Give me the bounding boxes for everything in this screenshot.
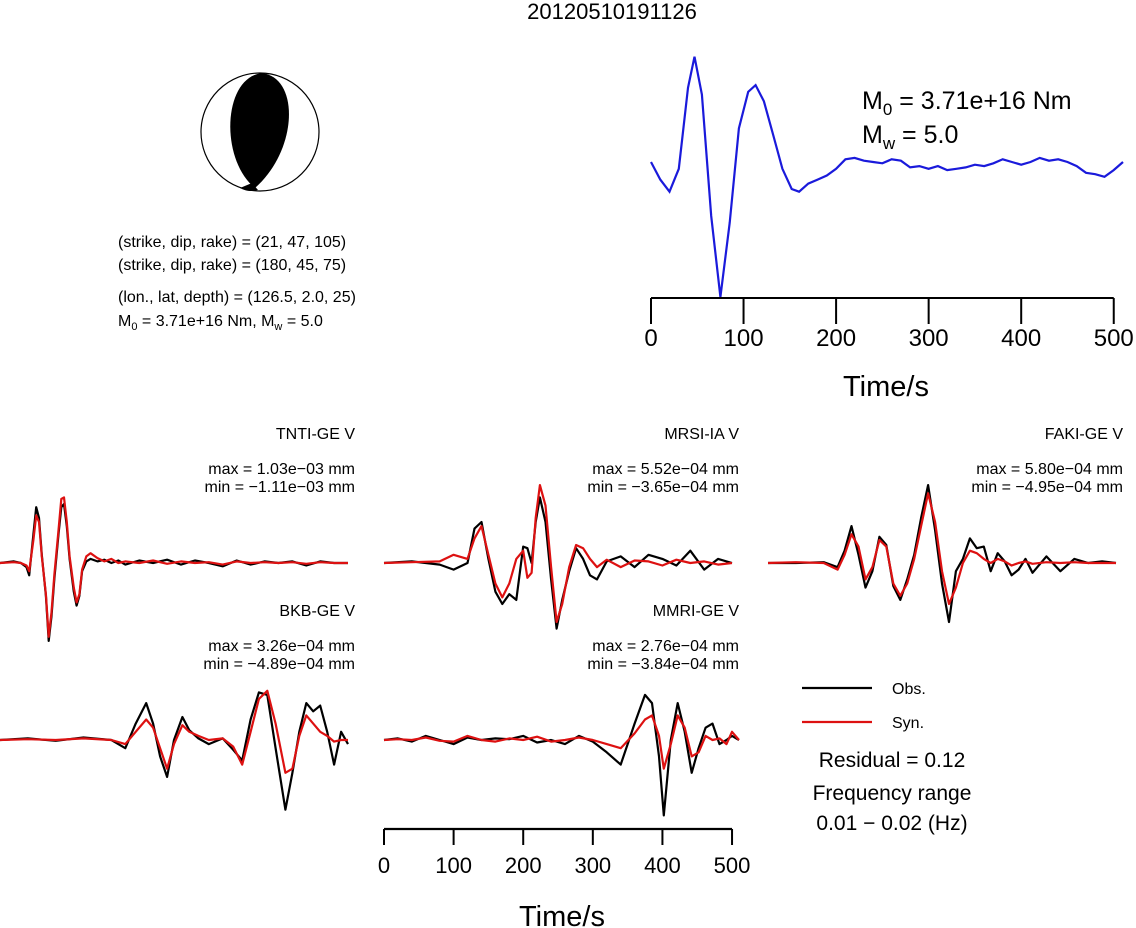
station-name: FAKI-GE V — [1045, 426, 1124, 443]
station-max-label: max = 2.76e−04 mm — [592, 638, 739, 655]
station-name: BKB-GE V — [279, 603, 355, 620]
legend: Obs. Syn. Residual = 0.12 Frequency rang… — [802, 681, 971, 835]
location-line: (lon., lat, depth) = (126.5, 2.0, 25) — [118, 289, 356, 306]
figure-title: 20120510191126 — [527, 0, 697, 24]
station-max-label: max = 3.26e−04 mm — [208, 638, 355, 655]
station-name: MMRI-GE V — [653, 603, 740, 620]
stf-series-line — [650, 56, 1124, 298]
mechanism-line-2: (strike, dip, rake) = (180, 45, 75) — [118, 257, 346, 274]
residual-text: Residual = 0.12 — [819, 749, 966, 772]
observed-trace — [383, 693, 740, 817]
stf-tick-label: 100 — [724, 325, 764, 352]
station-min-label: min = −3.65e−04 mm — [587, 479, 739, 496]
station-name: MRSI-IA V — [664, 426, 739, 443]
synthetic-trace — [0, 689, 348, 774]
stf-tick-label: 200 — [816, 325, 856, 352]
station-max-label: max = 5.80e−04 mm — [976, 461, 1123, 478]
synthetic-trace — [0, 496, 348, 638]
stf-tick-label: 0 — [644, 325, 657, 352]
observed-trace — [0, 502, 348, 643]
stf-tick-label: 400 — [1001, 325, 1041, 352]
bottom-tick-label: 300 — [574, 853, 611, 878]
station-name: TNTI-GE V — [276, 426, 355, 443]
stf-x-label: Time/s — [843, 371, 929, 403]
bottom-tick-label: 500 — [714, 853, 751, 878]
bottom-tick-label: 0 — [378, 853, 390, 878]
stf-tick-label: 300 — [909, 325, 949, 352]
frequency-range-label: Frequency range — [813, 782, 972, 805]
station-min-label: min = −1.11e−03 mm — [205, 479, 355, 496]
stf-m0-annotation: M0 = 3.71e+16 Nm — [862, 87, 1072, 119]
stf-mw-annotation: Mw = 5.0 — [862, 121, 958, 153]
bottom-tick-label: 100 — [435, 853, 472, 878]
station-min-label: min = −4.95e−04 mm — [971, 479, 1123, 496]
stf-tick-label: 500 — [1094, 325, 1134, 352]
synthetic-trace — [383, 714, 740, 770]
station-max-label: max = 1.03e−03 mm — [208, 461, 355, 478]
station-max-label: max = 5.52e−04 mm — [592, 461, 739, 478]
waveform-x-label: Time/s — [519, 901, 605, 928]
legend-obs-label: Obs. — [892, 681, 926, 698]
mechanism-info: (strike, dip, rake) = (21, 47, 105) (str… — [118, 234, 356, 333]
station-min-label: min = −4.89e−04 mm — [203, 656, 355, 673]
station-min-label: min = −3.84e−04 mm — [587, 656, 739, 673]
bottom-tick-label: 200 — [505, 853, 542, 878]
synthetic-trace — [383, 484, 733, 624]
frequency-range-value: 0.01 − 0.02 (Hz) — [816, 812, 967, 835]
bottom-tick-label: 400 — [644, 853, 681, 878]
stf-panel: 0 100 200 300 400 500 Time/s M0 = 3.71e+16 Nm… — [644, 56, 1134, 403]
waveform-x-axis: 0 100 200 300 400 500 — [378, 827, 751, 878]
observed-trace — [768, 484, 1117, 624]
mechanism-line-1: (strike, dip, rake) = (21, 47, 105) — [118, 234, 346, 251]
synthetic-trace — [767, 492, 1116, 606]
observed-trace — [383, 496, 733, 630]
moment-line: M0 = 3.71e+16 Nm, Mw = 5.0 — [118, 313, 323, 333]
stf-x-axis: 0 100 200 300 400 500 — [644, 297, 1134, 352]
beachball-icon — [200, 72, 320, 192]
legend-syn-label: Syn. — [892, 715, 924, 732]
